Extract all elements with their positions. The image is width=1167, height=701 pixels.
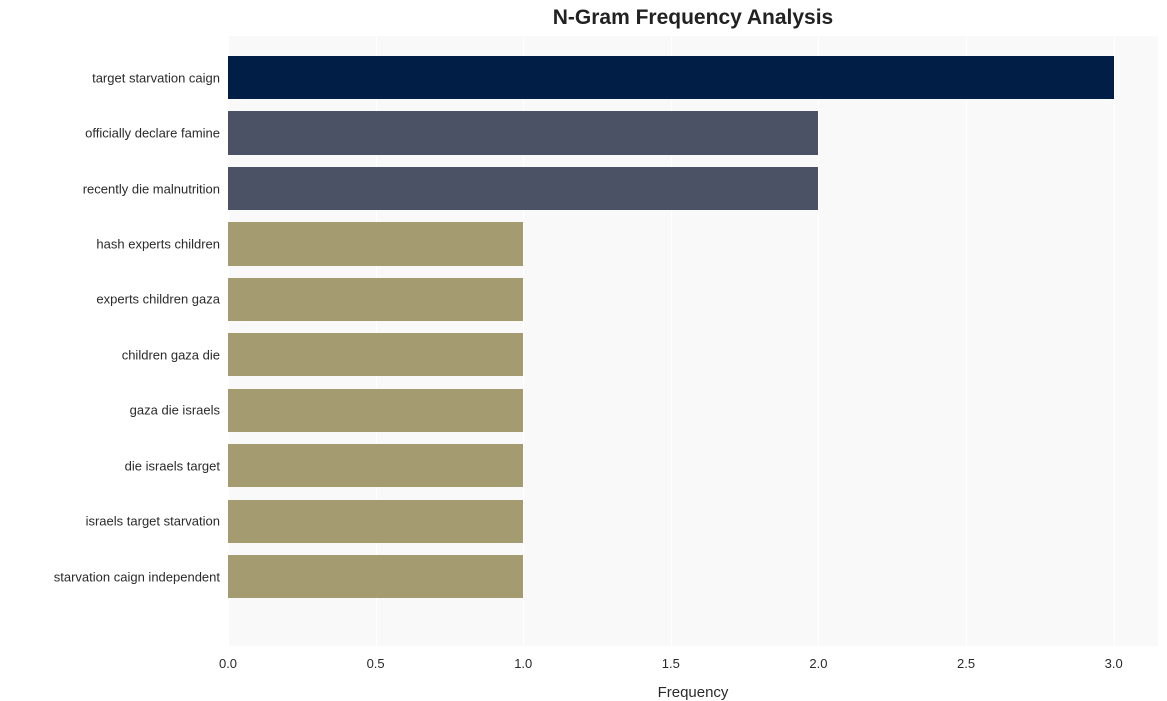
x-tick-label: 1.5 — [662, 656, 680, 671]
bar-row — [228, 222, 1158, 265]
chart-title: N-Gram Frequency Analysis — [110, 6, 1167, 30]
x-axis-label: Frequency — [110, 684, 1167, 701]
y-tick-label: target starvation caign — [0, 70, 220, 85]
y-tick-label: children gaza die — [0, 347, 220, 362]
y-tick-label: die israels target — [0, 458, 220, 473]
y-tick-label: hash experts children — [0, 236, 220, 251]
bar-row — [228, 56, 1158, 99]
bar-row — [228, 444, 1158, 487]
x-tick-label: 1.0 — [514, 656, 532, 671]
y-tick-label: officially declare famine — [0, 126, 220, 141]
bar-row — [228, 333, 1158, 376]
bar — [228, 444, 523, 487]
bar-row — [228, 278, 1158, 321]
x-tick-label: 2.0 — [809, 656, 827, 671]
bar-row — [228, 389, 1158, 432]
y-tick-label: starvation caign independent — [0, 569, 220, 584]
bar — [228, 111, 818, 154]
bar — [228, 56, 1114, 99]
bar-row — [228, 167, 1158, 210]
bar — [228, 222, 523, 265]
bar — [228, 555, 523, 598]
bar-row — [228, 555, 1158, 598]
bar — [228, 389, 523, 432]
y-tick-label: recently die malnutrition — [0, 181, 220, 196]
x-tick-label: 0.5 — [367, 656, 385, 671]
bar-row — [228, 111, 1158, 154]
bar — [228, 333, 523, 376]
plot-area — [228, 36, 1158, 646]
ngram-frequency-chart: N-Gram Frequency Analysis target starvat… — [0, 0, 1167, 701]
bar-row — [228, 500, 1158, 543]
bar — [228, 167, 818, 210]
x-tick-label: 2.5 — [957, 656, 975, 671]
bar — [228, 500, 523, 543]
y-tick-label: gaza die israels — [0, 403, 220, 418]
x-tick-label: 3.0 — [1105, 656, 1123, 671]
y-tick-label: israels target starvation — [0, 514, 220, 529]
bar — [228, 278, 523, 321]
y-tick-label: experts children gaza — [0, 292, 220, 307]
x-tick-label: 0.0 — [219, 656, 237, 671]
